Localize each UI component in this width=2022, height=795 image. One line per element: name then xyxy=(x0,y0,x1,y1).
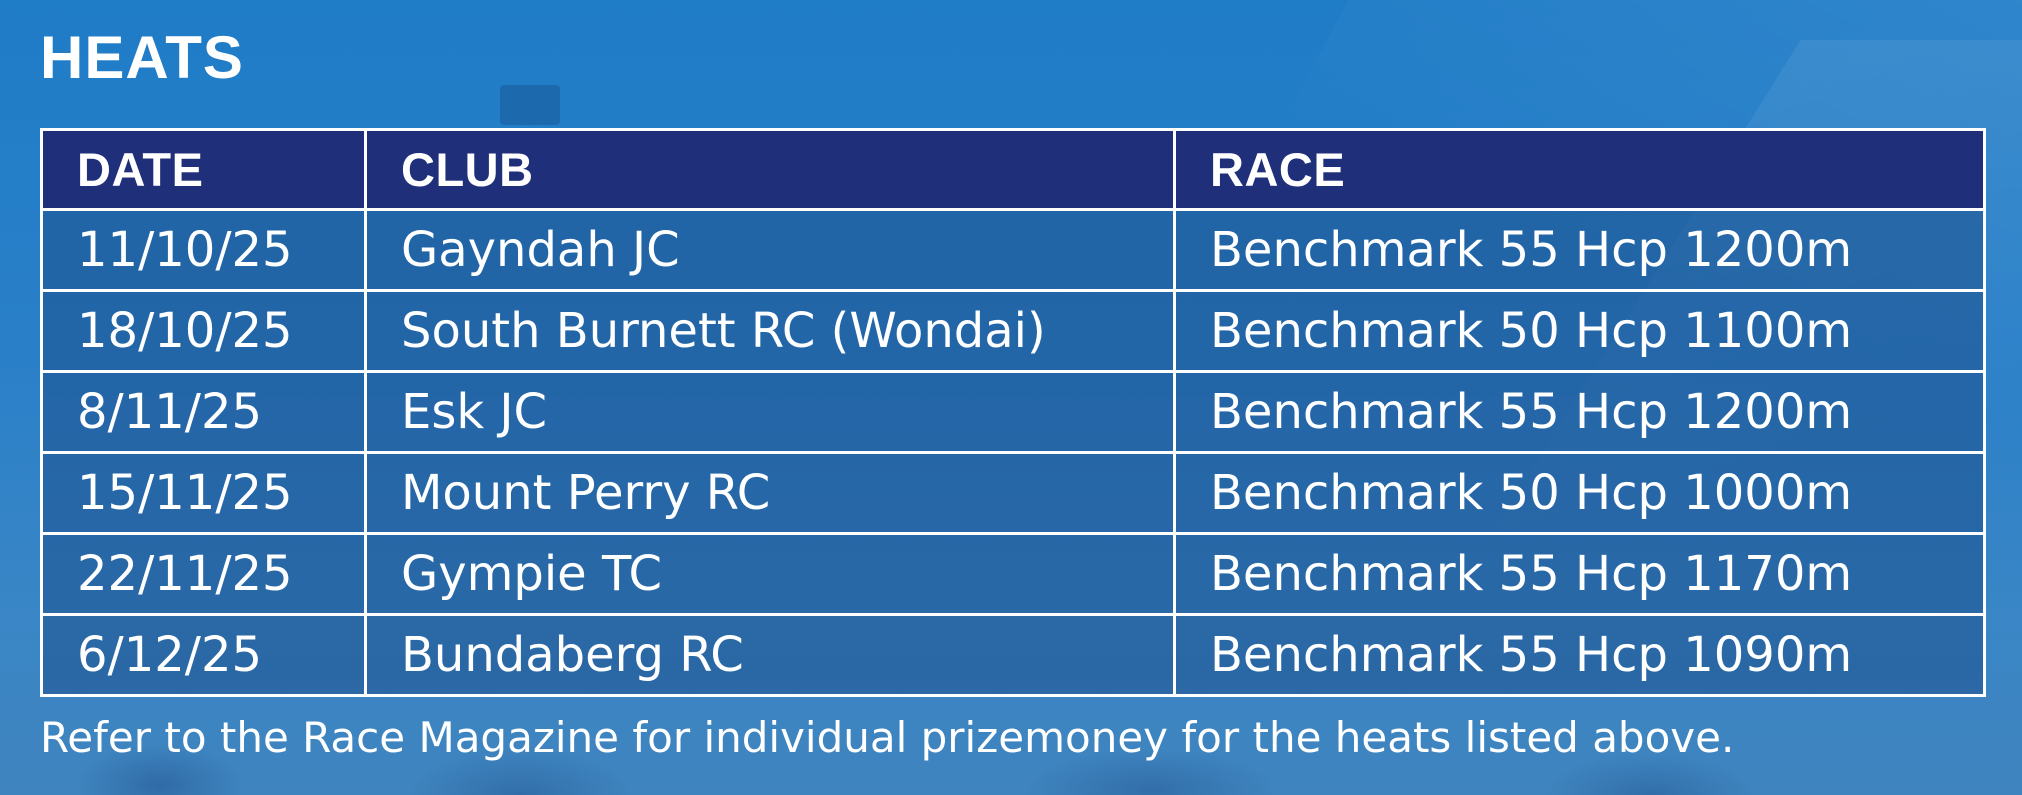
table-row: 22/11/25 Gympie TC Benchmark 55 Hcp 1170… xyxy=(40,532,1986,616)
date-cell: 15/11/25 xyxy=(40,451,367,535)
column-header-date: DATE xyxy=(40,128,367,211)
table-row: 8/11/25 Esk JC Benchmark 55 Hcp 1200m xyxy=(40,370,1986,454)
race-cell: Benchmark 50 Hcp 1000m xyxy=(1173,451,1986,535)
background-light-tower xyxy=(500,85,560,125)
club-cell: Mount Perry RC xyxy=(364,451,1176,535)
date-cell: 22/11/25 xyxy=(40,532,367,616)
table-row: 18/10/25 South Burnett RC (Wondai) Bench… xyxy=(40,289,1986,373)
race-cell: Benchmark 55 Hcp 1200m xyxy=(1173,208,1986,292)
page-title: HEATS xyxy=(40,24,244,91)
race-cell: Benchmark 55 Hcp 1090m xyxy=(1173,613,1986,697)
table-row: 11/10/25 Gayndah JC Benchmark 55 Hcp 120… xyxy=(40,208,1986,292)
race-cell: Benchmark 50 Hcp 1100m xyxy=(1173,289,1986,373)
table-header-row: DATE CLUB RACE xyxy=(40,128,1986,211)
date-cell: 6/12/25 xyxy=(40,613,367,697)
club-cell: Esk JC xyxy=(364,370,1176,454)
date-cell: 18/10/25 xyxy=(40,289,367,373)
club-cell: Bundaberg RC xyxy=(364,613,1176,697)
race-cell: Benchmark 55 Hcp 1200m xyxy=(1173,370,1986,454)
footnote: Refer to the Race Magazine for individua… xyxy=(40,713,1735,762)
column-header-race: RACE xyxy=(1173,128,1986,211)
race-cell: Benchmark 55 Hcp 1170m xyxy=(1173,532,1986,616)
club-cell: South Burnett RC (Wondai) xyxy=(364,289,1176,373)
date-cell: 11/10/25 xyxy=(40,208,367,292)
date-cell: 8/11/25 xyxy=(40,370,367,454)
column-header-club: CLUB xyxy=(364,128,1176,211)
club-cell: Gympie TC xyxy=(364,532,1176,616)
heats-table: DATE CLUB RACE 11/10/25 Gayndah JC Bench… xyxy=(40,128,1986,697)
table-row: 6/12/25 Bundaberg RC Benchmark 55 Hcp 10… xyxy=(40,613,1986,697)
table-row: 15/11/25 Mount Perry RC Benchmark 50 Hcp… xyxy=(40,451,1986,535)
club-cell: Gayndah JC xyxy=(364,208,1176,292)
